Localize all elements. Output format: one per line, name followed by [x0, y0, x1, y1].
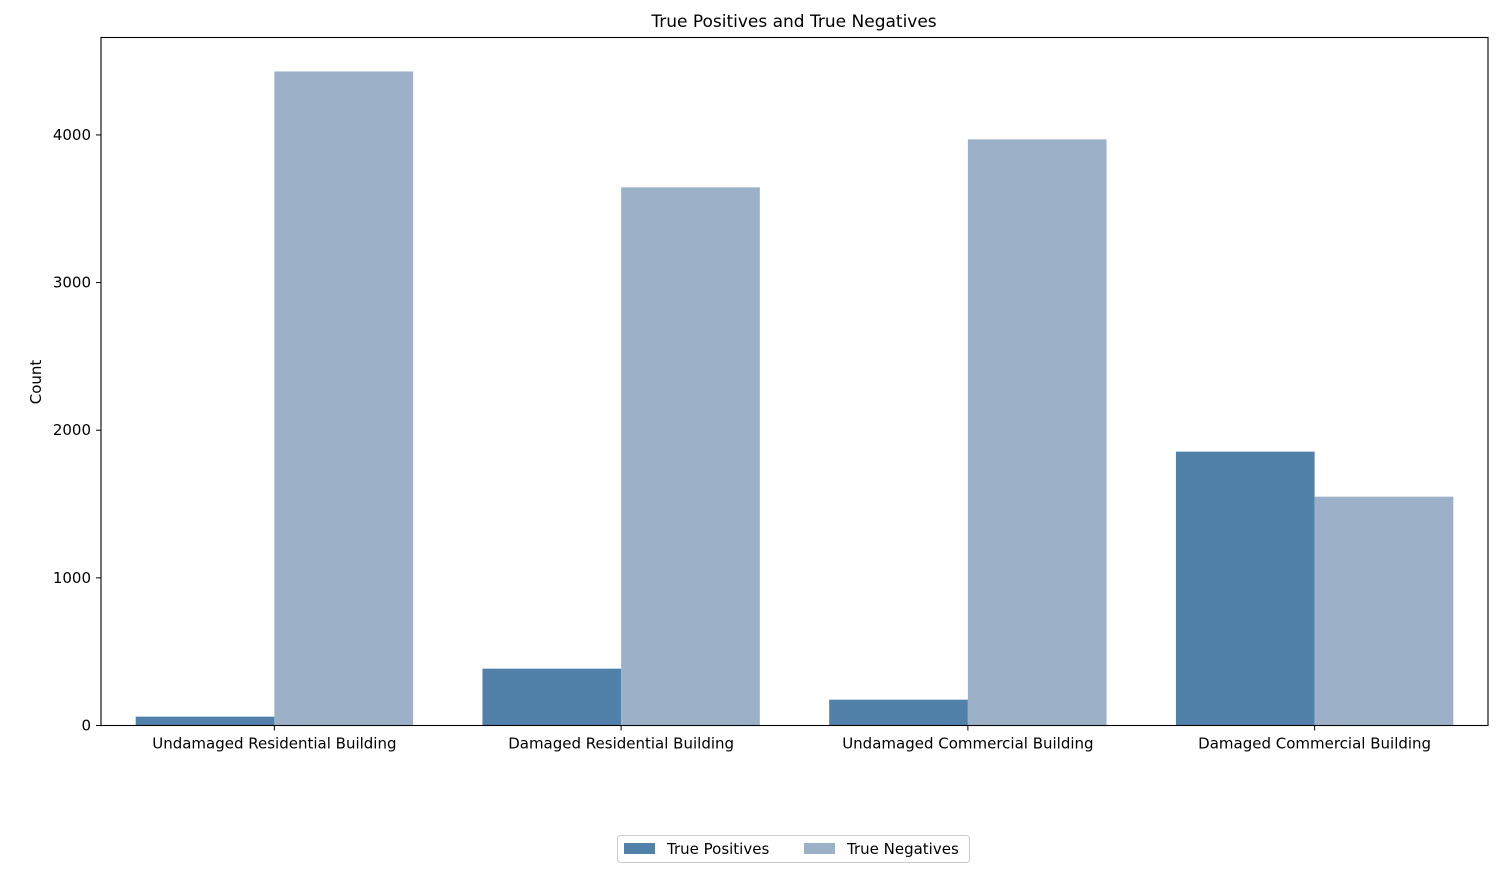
y-axis-label: Count — [27, 360, 45, 405]
bar-true-positives-2 — [482, 668, 622, 726]
legend-swatch-true-negatives — [804, 843, 835, 854]
y-tick-label: 3000 — [53, 274, 91, 292]
bar-true-negatives-1 — [274, 71, 414, 726]
y-tick-label: 0 — [81, 717, 91, 735]
legend: True Positives True Negatives — [617, 835, 970, 863]
legend-label-true-positives: True Positives — [666, 840, 769, 858]
bar-true-negatives-3 — [967, 139, 1107, 726]
x-tick-label: Undamaged Commercial Building — [842, 735, 1093, 753]
bar-true-positives-4 — [1175, 451, 1315, 726]
bars-layer — [135, 71, 1454, 726]
legend-label-true-negatives: True Negatives — [846, 840, 959, 858]
x-tick-label: Damaged Commercial Building — [1198, 735, 1431, 753]
y-tick-label: 1000 — [53, 569, 91, 587]
y-tick-label: 2000 — [53, 421, 91, 439]
chart-title: True Positives and True Negatives — [650, 12, 936, 32]
x-tick-label: Damaged Residential Building — [508, 735, 734, 753]
x-tick-label: Undamaged Residential Building — [152, 735, 396, 753]
legend-box — [617, 835, 970, 863]
bar-true-negatives-4 — [1314, 496, 1454, 726]
bar-true-positives-3 — [829, 699, 968, 726]
bar-true-negatives-2 — [621, 187, 760, 726]
plot-frame — [100, 36, 1489, 727]
y-tick-label: 4000 — [53, 126, 91, 144]
legend-swatch-true-positives — [624, 843, 655, 854]
bar-true-positives-1 — [135, 716, 275, 726]
axis-layer: 0 1000 2000 3000 4000 Undamaged Residential B… — [53, 126, 1431, 753]
